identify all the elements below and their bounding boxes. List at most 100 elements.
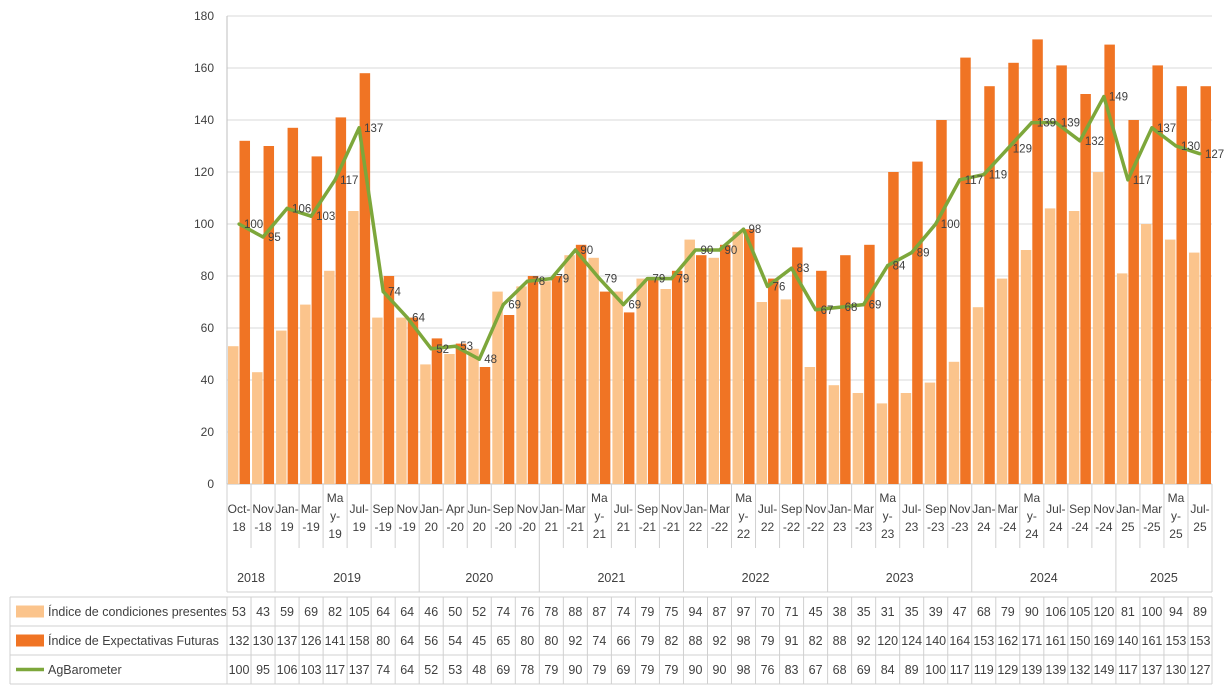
agbarometer-point: [838, 305, 842, 309]
x-tick-label: Nov -18: [252, 502, 273, 534]
table-cell: 169: [1093, 634, 1114, 648]
bar-condiciones-presentes: [396, 317, 407, 484]
bar-expectativas-futuras: [936, 120, 947, 484]
table-cell: 162: [997, 634, 1018, 648]
x-tick-label: Nov -23: [949, 502, 970, 534]
x-tick-label: Jan-22: [684, 502, 707, 534]
table-cell: 38: [833, 605, 847, 619]
table-cell: 35: [905, 605, 919, 619]
bar-expectativas-futuras: [912, 161, 923, 484]
bar-condiciones-presentes: [252, 372, 263, 484]
table-cell: 120: [877, 634, 898, 648]
bar-condiciones-presentes: [564, 255, 575, 484]
table-cell: 82: [328, 605, 342, 619]
table-cell: 130: [1166, 663, 1187, 677]
agbarometer-data-label: 76: [773, 281, 786, 293]
y-tick-label: 60: [201, 321, 215, 335]
x-tick-label: Ma y-23: [879, 491, 896, 541]
bar-condiciones-presentes: [324, 270, 335, 484]
bar-expectativas-futuras: [984, 86, 995, 484]
year-label: 2025: [1150, 571, 1178, 585]
table-cell: 46: [424, 605, 438, 619]
table-cell: 106: [277, 663, 298, 677]
year-label: 2023: [886, 571, 914, 585]
agbarometer-point: [333, 178, 337, 182]
bar-condiciones-presentes: [924, 382, 936, 484]
table-cell: 100: [1142, 605, 1163, 619]
table-cell: 100: [925, 663, 946, 677]
line-data-labels: 100 95 106 103 117 137 74 64 52 53 48 69 78 79 90 79 69 7…: [244, 92, 1224, 367]
bar-condiciones-presentes: [948, 361, 960, 484]
bar-expectativas-futuras: [1056, 65, 1067, 485]
bar-expectativas-futuras: [575, 244, 587, 484]
table-cell: 31: [881, 605, 895, 619]
bar-condiciones-presentes: [588, 257, 599, 484]
agbarometer-point: [237, 222, 241, 226]
table-cell: 68: [833, 663, 847, 677]
table-cell: 67: [809, 663, 823, 677]
table-cell: 130: [253, 634, 274, 648]
agbarometer-data-label: 132: [1085, 136, 1104, 148]
table-cell: 79: [1001, 605, 1015, 619]
agbarometer-data-label: 79: [604, 274, 617, 286]
agbarometer-data-label: 119: [989, 170, 1007, 182]
table-cell: 78: [520, 663, 534, 677]
agbarometer-data-label: 79: [676, 274, 689, 286]
agbarometer-point: [477, 357, 481, 361]
agbarometer-point: [309, 214, 313, 218]
bar-condiciones-presentes: [1164, 239, 1176, 484]
bar-expectativas-futuras: [1104, 44, 1115, 484]
table-cell: 158: [349, 634, 370, 648]
agbarometer-point: [789, 266, 794, 270]
bar-expectativas-futuras: [479, 367, 491, 484]
agbarometer-point: [1174, 144, 1178, 148]
agbarometer-data-label: 139: [1037, 118, 1056, 130]
x-tick-label: Mar -23: [853, 502, 874, 534]
bar-condiciones-presentes: [876, 403, 888, 484]
bar-condiciones-presentes: [996, 278, 1008, 484]
table-cell: 89: [905, 663, 919, 677]
agbarometer-data-label: 84: [893, 261, 906, 273]
bar-condiciones-presentes: [828, 385, 840, 484]
bar-expectativas-futuras: [263, 146, 275, 484]
agbarometer-point: [549, 277, 553, 281]
table-cell: 74: [592, 634, 606, 648]
agbarometer-point: [910, 251, 914, 255]
table-cell: 132: [1069, 663, 1090, 677]
bar-expectativas-futuras: [1176, 86, 1187, 484]
table-cell: 140: [925, 634, 946, 648]
x-tick-label: Nov -20: [517, 502, 538, 534]
agbarometer-point: [597, 277, 601, 281]
x-tick-label: Jan-20: [420, 502, 443, 534]
table-cell: 139: [1021, 663, 1042, 677]
agbarometer-point: [501, 303, 505, 307]
bars: [228, 39, 1211, 485]
x-tick-label: Ma y-22: [735, 491, 752, 541]
agbarometer-data-label: 79: [652, 274, 665, 286]
legend-label: AgBarometer: [48, 663, 122, 677]
legend-key-expectativas-futuras: [16, 634, 44, 647]
agbarometer-data-label: 129: [1013, 144, 1032, 156]
bar-condiciones-presentes: [1140, 224, 1152, 484]
table-cell: 76: [761, 663, 775, 677]
bar-expectativas-futuras: [455, 343, 467, 484]
year-label: 2021: [597, 571, 625, 585]
x-tick-label: Jul-23: [902, 502, 921, 534]
table-cell: 94: [1169, 605, 1183, 619]
table-cell: 171: [1021, 634, 1042, 648]
x-tick-label: Mar -21: [565, 502, 586, 534]
table-cell: 91: [785, 634, 799, 648]
agbarometer-data-label: 98: [749, 224, 762, 236]
agbarometer-data-label: 64: [412, 313, 425, 325]
bar-condiciones-presentes: [684, 239, 695, 484]
table-cell: 106: [1045, 605, 1066, 619]
table-cell: 68: [977, 605, 991, 619]
table-cell: 98: [737, 634, 751, 648]
x-tick-label: Jan-25: [1116, 502, 1139, 534]
bar-condiciones-presentes: [732, 231, 744, 484]
bar-expectativas-futuras: [864, 244, 875, 484]
bar-condiciones-presentes: [900, 393, 912, 484]
agbarometer-point: [934, 222, 938, 226]
agbarometer-point: [982, 173, 986, 177]
agbarometer-data-label: 90: [580, 245, 593, 257]
